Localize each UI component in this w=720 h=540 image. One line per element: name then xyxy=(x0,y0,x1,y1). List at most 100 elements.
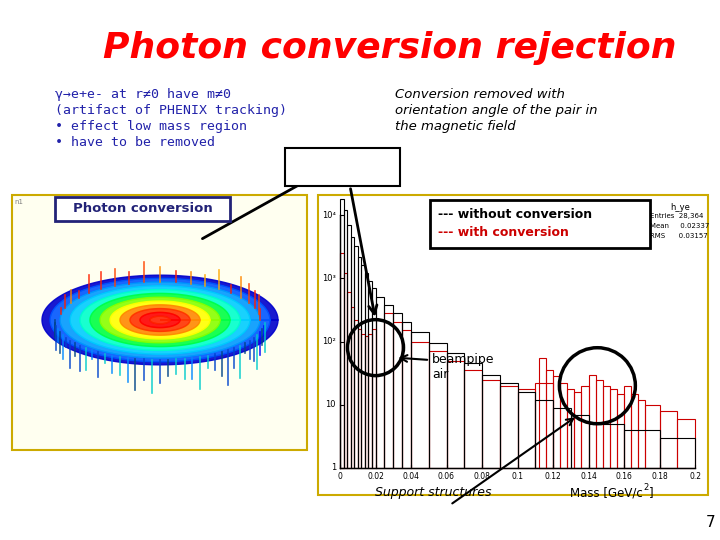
Bar xyxy=(354,246,358,468)
Bar xyxy=(535,400,553,468)
Text: beampipe: beampipe xyxy=(432,353,495,366)
Text: 10: 10 xyxy=(325,400,336,409)
Bar xyxy=(603,386,610,468)
Text: (artifact of PHENIX tracking): (artifact of PHENIX tracking) xyxy=(55,104,287,117)
Bar xyxy=(12,195,307,450)
Bar xyxy=(340,199,343,468)
Bar xyxy=(624,386,631,468)
Text: 0.02: 0.02 xyxy=(367,472,384,481)
Bar xyxy=(588,375,595,468)
Text: RMS      0.03157: RMS 0.03157 xyxy=(650,233,708,239)
Bar xyxy=(393,313,402,468)
Bar xyxy=(660,411,678,468)
Polygon shape xyxy=(150,316,170,324)
Text: Photon conversion: Photon conversion xyxy=(73,202,212,215)
Bar xyxy=(535,383,553,468)
Bar xyxy=(446,353,464,468)
Bar xyxy=(384,313,393,468)
Polygon shape xyxy=(100,297,220,343)
Text: Entries  28,364: Entries 28,364 xyxy=(650,213,703,219)
Bar xyxy=(376,320,384,468)
Text: Conversion removed with: Conversion removed with xyxy=(395,88,565,101)
Bar xyxy=(617,394,624,468)
Bar xyxy=(610,389,617,468)
Bar xyxy=(318,195,708,495)
Bar xyxy=(631,394,638,468)
Bar xyxy=(402,330,411,468)
Text: --- with conversion: --- with conversion xyxy=(438,226,569,239)
Text: Photon conversion rejection: Photon conversion rejection xyxy=(103,31,677,65)
Bar xyxy=(539,358,546,468)
Text: r ~ m: r ~ m xyxy=(297,158,358,177)
Bar xyxy=(369,334,372,468)
Text: γ→e+e- at r≠0 have m≠0: γ→e+e- at r≠0 have m≠0 xyxy=(55,88,231,101)
Bar xyxy=(446,361,464,468)
Polygon shape xyxy=(140,313,180,328)
Text: 0.14: 0.14 xyxy=(580,472,597,481)
Bar xyxy=(384,305,393,468)
Text: 2: 2 xyxy=(643,483,648,492)
Bar xyxy=(428,352,446,468)
Bar xyxy=(354,320,358,468)
Bar xyxy=(518,392,535,468)
Bar xyxy=(372,328,376,468)
Text: • have to be removed: • have to be removed xyxy=(55,136,215,149)
Bar xyxy=(588,424,624,468)
Bar xyxy=(660,438,695,468)
Polygon shape xyxy=(130,308,190,332)
Polygon shape xyxy=(110,301,210,339)
Text: 7: 7 xyxy=(706,515,715,530)
Text: the magnetic field: the magnetic field xyxy=(395,120,516,133)
Text: 0: 0 xyxy=(338,472,343,481)
Bar xyxy=(571,415,588,468)
Bar xyxy=(464,370,482,468)
Text: 0.12: 0.12 xyxy=(544,472,562,481)
Polygon shape xyxy=(60,282,260,358)
Bar xyxy=(678,419,695,468)
Bar xyxy=(351,237,354,468)
Text: Mass [GeV/c: Mass [GeV/c xyxy=(570,486,643,499)
Bar xyxy=(645,405,660,468)
Polygon shape xyxy=(90,293,230,347)
Text: 0.08: 0.08 xyxy=(474,472,490,481)
Bar xyxy=(347,225,351,468)
Text: ee: ee xyxy=(380,167,395,180)
Polygon shape xyxy=(120,305,200,335)
Bar xyxy=(567,389,575,468)
Text: 0.1: 0.1 xyxy=(511,472,523,481)
Bar xyxy=(638,400,645,468)
Bar xyxy=(546,370,553,468)
Bar xyxy=(553,408,571,468)
Bar xyxy=(361,265,365,468)
Bar xyxy=(553,376,560,468)
Bar xyxy=(285,148,400,186)
Bar xyxy=(482,375,500,468)
Bar xyxy=(369,281,372,468)
Text: n1: n1 xyxy=(14,199,23,205)
Text: 10⁴: 10⁴ xyxy=(322,211,336,219)
Bar xyxy=(376,298,384,468)
Bar xyxy=(518,389,535,468)
Text: orientation angle of the pair in: orientation angle of the pair in xyxy=(395,104,598,117)
Text: 10²: 10² xyxy=(323,337,336,346)
Bar xyxy=(343,210,347,468)
Text: 10³: 10³ xyxy=(322,274,336,283)
Bar xyxy=(595,380,603,468)
Bar xyxy=(500,386,518,468)
Bar xyxy=(482,380,500,468)
Bar xyxy=(343,273,347,468)
Text: --- without conversion: --- without conversion xyxy=(438,207,592,220)
Polygon shape xyxy=(70,286,250,354)
Bar xyxy=(428,343,446,468)
Bar xyxy=(358,256,361,468)
Bar xyxy=(351,307,354,468)
Text: 0.04: 0.04 xyxy=(402,472,420,481)
Text: ]: ] xyxy=(649,486,654,499)
Bar xyxy=(402,322,411,468)
Text: 0.18: 0.18 xyxy=(651,472,668,481)
Text: 1: 1 xyxy=(330,463,336,472)
Bar xyxy=(365,336,369,468)
Bar xyxy=(411,341,428,468)
Bar xyxy=(560,383,567,468)
Text: Mean     0.02337: Mean 0.02337 xyxy=(650,223,709,229)
